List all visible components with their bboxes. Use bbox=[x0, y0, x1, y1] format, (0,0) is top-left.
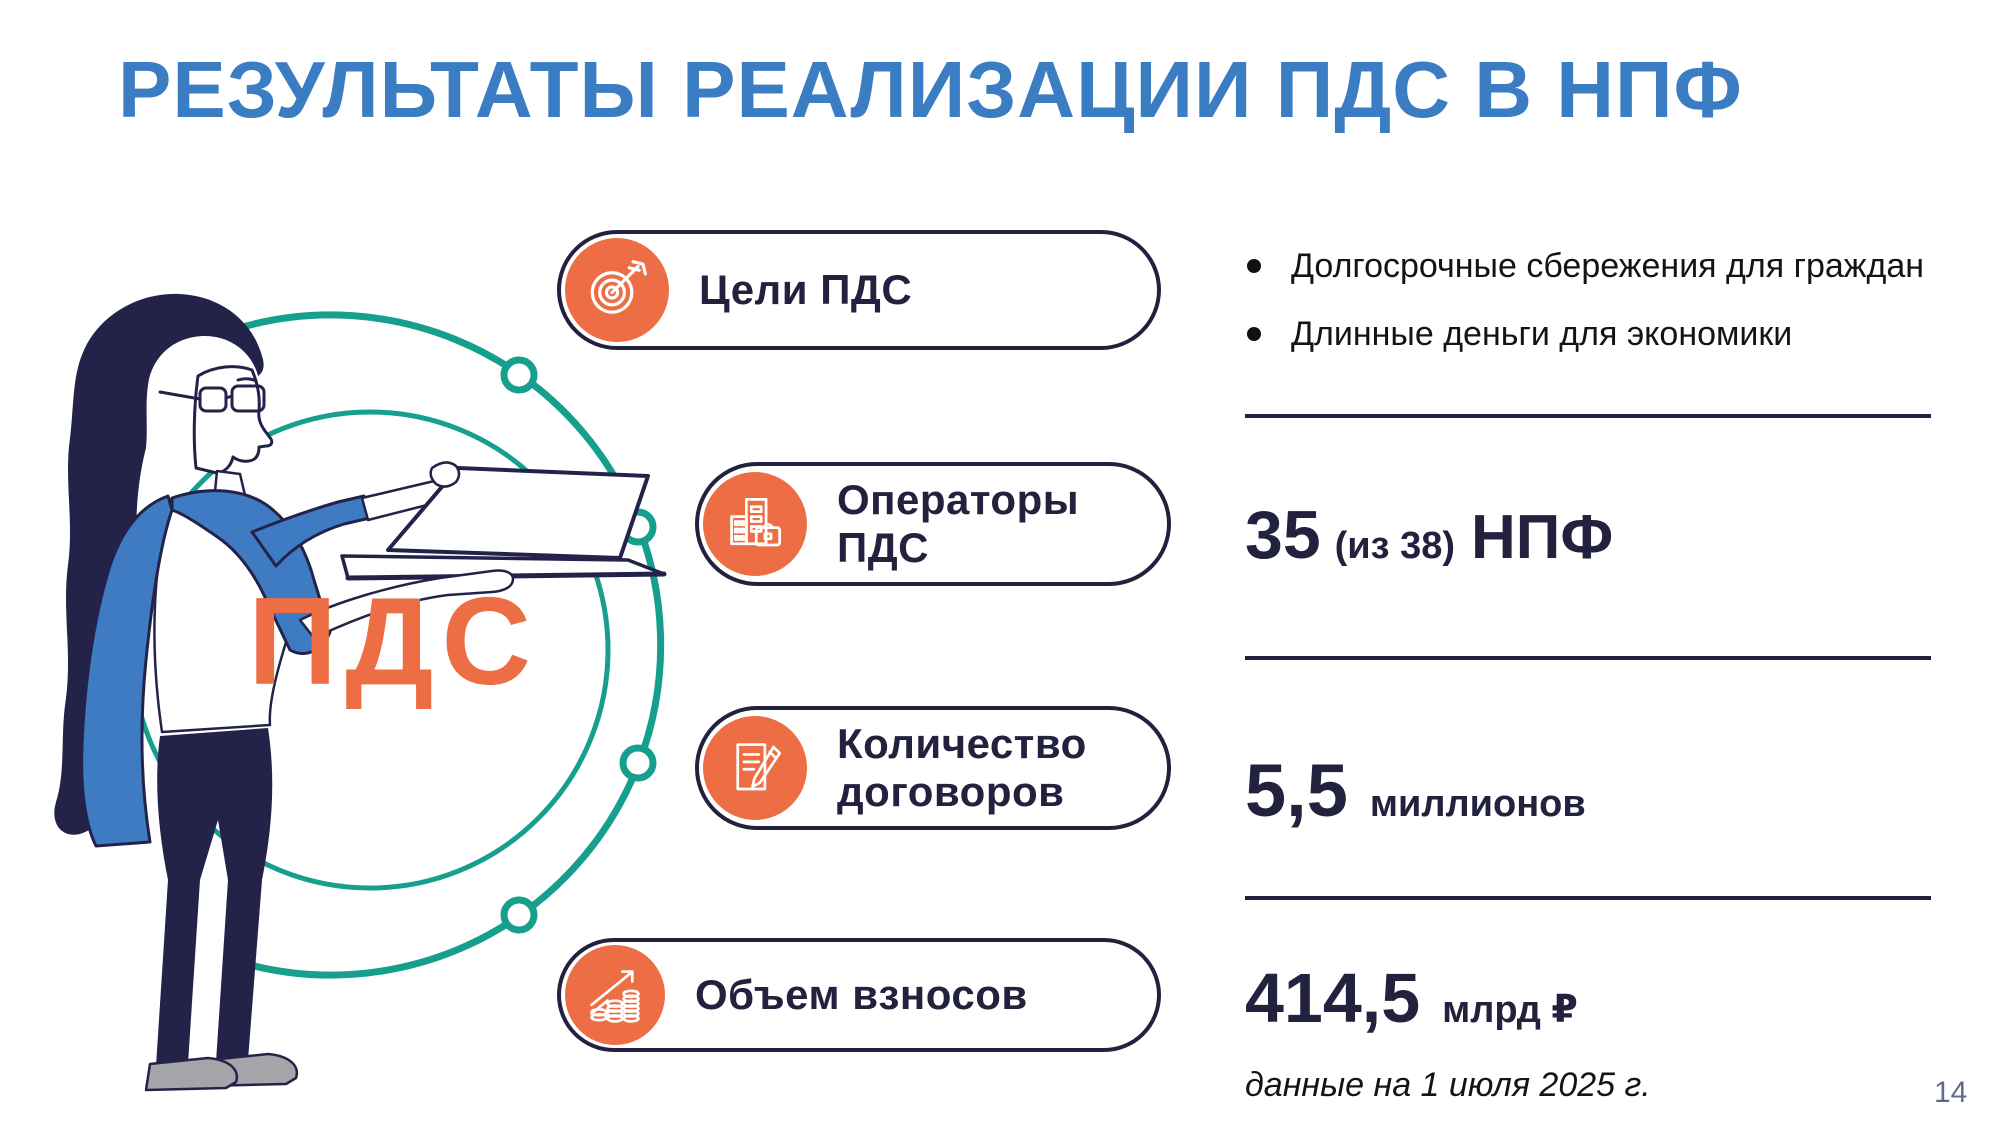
near-forearm bbox=[298, 569, 515, 640]
contracts-value: 5,5 миллионов bbox=[1245, 748, 1586, 833]
face bbox=[192, 365, 274, 475]
laptop-screen bbox=[386, 466, 650, 560]
target-icon bbox=[565, 238, 669, 342]
value-note: (из 38) bbox=[1334, 525, 1456, 567]
divider-line bbox=[1245, 414, 1931, 418]
divider-line bbox=[1245, 656, 1931, 660]
woman-laptop-illustration bbox=[54, 293, 667, 1092]
pill-contributions: Объем взносов bbox=[557, 938, 1161, 1052]
bullet-dot bbox=[1247, 259, 1261, 273]
operators-value: 35 (из 38) НПФ bbox=[1245, 496, 1613, 574]
buildings-briefcase-icon bbox=[703, 472, 807, 576]
arc-node-icon bbox=[500, 896, 538, 934]
page-title: РЕЗУЛЬТАТЫ РЕАЛИЗАЦИИ ПДС В НПФ bbox=[118, 45, 1743, 134]
data-date-footnote: данные на 1 июля 2025 г. bbox=[1245, 1066, 1651, 1104]
goals-bullets: Долгосрочные сбережения для граждан Длин… bbox=[1245, 247, 1965, 383]
value-number: 5,5 bbox=[1245, 749, 1348, 832]
arc-node-icon bbox=[500, 356, 538, 394]
divider-line bbox=[1245, 896, 1931, 900]
contract-pencil-icon bbox=[703, 716, 807, 820]
pill-label: Количество договоров bbox=[837, 720, 1087, 815]
pants bbox=[156, 728, 273, 1066]
shoe bbox=[144, 1056, 239, 1092]
outer-arc bbox=[235, 311, 665, 979]
bullet-dot bbox=[1247, 327, 1261, 341]
coins-growth-icon bbox=[565, 945, 665, 1045]
value-unit: НПФ bbox=[1471, 503, 1614, 572]
value-number: 414,5 bbox=[1245, 959, 1421, 1037]
pill-operators: Операторы ПДС bbox=[695, 462, 1171, 586]
value-unit: млрд ₽ bbox=[1442, 989, 1578, 1031]
pill-goals: Цели ПДС bbox=[557, 230, 1161, 350]
pdc-center-label: ПДС bbox=[248, 573, 540, 711]
hand-grip bbox=[429, 461, 461, 488]
pill-label: Операторы ПДС bbox=[837, 476, 1080, 571]
jacket-front bbox=[80, 494, 174, 848]
pill-contracts: Количество договоров bbox=[695, 706, 1171, 830]
arc-nodes bbox=[500, 356, 657, 934]
bullet-item: Долгосрочные сбережения для граждан bbox=[1245, 247, 1965, 286]
page-number: 14 bbox=[1934, 1076, 1968, 1109]
bullet-item: Длинные деньги для экономики bbox=[1245, 315, 1965, 354]
arc-node-icon bbox=[619, 744, 657, 782]
pill-label: Объем взносов bbox=[695, 971, 1028, 1019]
value-unit: миллионов bbox=[1369, 783, 1586, 825]
value-number: 35 bbox=[1245, 497, 1321, 573]
bullet-text: Длинные деньги для экономики bbox=[1291, 315, 1793, 353]
glasses-icon bbox=[158, 377, 266, 413]
illustration-canvas bbox=[54, 293, 667, 1092]
contributions-value: 414,5 млрд ₽ bbox=[1245, 958, 1578, 1038]
pill-label: Цели ПДС bbox=[699, 266, 913, 314]
bullet-text: Долгосрочные сбережения для граждан bbox=[1291, 247, 1925, 285]
